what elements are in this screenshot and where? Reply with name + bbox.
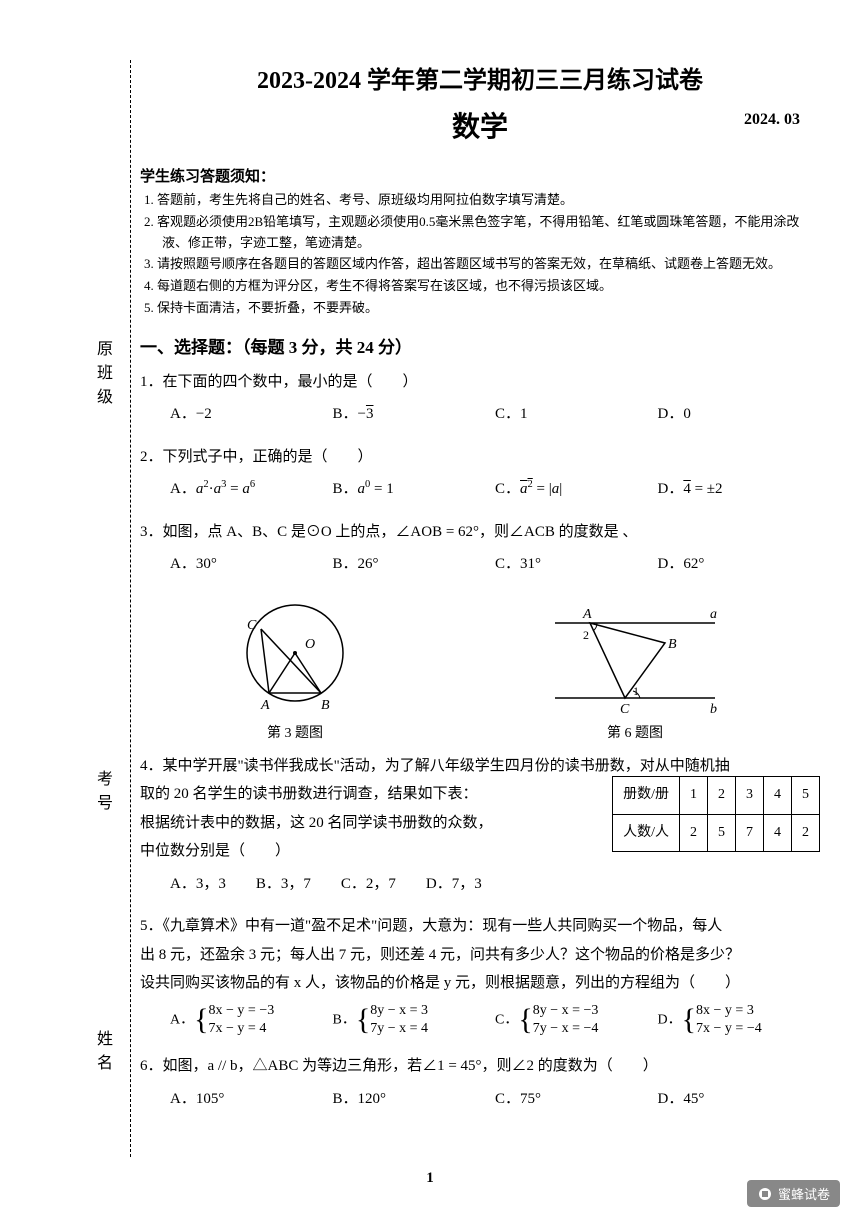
figure-caption: 第 3 题图 — [225, 722, 365, 742]
table-header: 册数/册 — [613, 777, 680, 815]
option-d: D．{8x − y = 37x − y = −4 — [658, 1002, 821, 1038]
section-header: 一、选择题：（每题 3 分，共 24 分） — [140, 333, 820, 358]
option-b: B．{8y − x = 37y − x = 4 — [333, 1002, 496, 1038]
binding-line — [130, 60, 131, 1157]
option-b: B．120° — [333, 1085, 496, 1114]
option-c: C．a2 = |a| — [495, 475, 658, 504]
question-text: 1．在下面的四个数中，最小的是（ ） — [140, 368, 820, 397]
subject-title: 数学 — [452, 105, 508, 145]
table-cell: 2 — [680, 814, 708, 852]
table-cell: 3 — [736, 777, 764, 815]
instructions-header: 学生练习答题须知： — [140, 165, 820, 186]
question-text: 6．如图，a // b，△ABC 为等边三角形，若∠1 = 45°，则∠2 的度… — [140, 1052, 820, 1081]
instruction-item: 1. 答题前，考生先将自己的姓名、考号、原班级均用阿拉伯数字填写清楚。 — [162, 190, 820, 211]
option-d: D．7，3 — [426, 870, 482, 899]
question-text-line: 4．某中学开展"读书伴我成长"活动，为了解八年级学生四月份的读书册数，对从中随机… — [140, 752, 820, 781]
svg-text:B: B — [668, 637, 677, 652]
question-2: 2．下列式子中，正确的是（ ） A．a2·a3 = a6 B．a0 = 1 C．… — [140, 443, 820, 504]
table-header: 人数/人 — [613, 814, 680, 852]
question-4: 4．某中学开展"读书伴我成长"活动，为了解八年级学生四月份的读书册数，对从中随机… — [140, 752, 820, 899]
svg-text:2: 2 — [583, 628, 589, 642]
option-c: C．2，7 — [341, 870, 396, 899]
table-cell: 4 — [764, 777, 792, 815]
option-b: B．26° — [333, 550, 496, 579]
svg-text:b: b — [710, 702, 717, 713]
figure-q6-triangle: A a 2 B C b 1 — [535, 603, 735, 713]
option-a: A．105° — [170, 1085, 333, 1114]
table-cell: 5 — [708, 814, 736, 852]
figure-q3-circle: O C A B — [225, 593, 365, 713]
side-label-name: 姓名 — [90, 1030, 114, 1078]
option-b: B．3，7 — [256, 870, 311, 899]
question-text-line: 5．《九章算术》中有一道"盈不足术"问题，大意为：现有一些人共同购买一个物品，每… — [140, 912, 820, 941]
instruction-item: 4. 每道题右侧的方框为评分区，考生不得将答案写在该区域，也不得污损该区域。 — [162, 276, 820, 297]
option-a: A．3，3 — [170, 870, 226, 899]
table-cell: 7 — [736, 814, 764, 852]
svg-text:C: C — [247, 618, 257, 633]
table-cell: 2 — [792, 814, 820, 852]
table-cell: 2 — [708, 777, 736, 815]
svg-text:O: O — [305, 637, 315, 652]
option-a: A．−2 — [170, 400, 333, 429]
option-a: A．30° — [170, 550, 333, 579]
option-d: D．45° — [658, 1085, 821, 1114]
figures-row: O C A B 第 3 题图 A a 2 B C b 1 第 6 题图 — [140, 593, 820, 742]
exam-date: 2024. 03 — [744, 111, 800, 129]
table-cell: 4 — [764, 814, 792, 852]
bee-icon — [757, 1186, 773, 1202]
svg-text:C: C — [620, 702, 630, 713]
question-6: 6．如图，a // b，△ABC 为等边三角形，若∠1 = 45°，则∠2 的度… — [140, 1052, 820, 1113]
question-text-line: 设共同购买该物品的有 x 人，该物品的价格是 y 元，则根据题意，列出的方程组为… — [140, 969, 820, 998]
option-c: C．{8y − x = −37y − x = −4 — [495, 1002, 658, 1038]
watermark-badge: 蜜蜂试卷 — [747, 1180, 840, 1207]
instruction-item: 3. 请按照题号顺序在各题目的答题区域内作答，超出答题区域书写的答案无效，在草稿… — [162, 254, 820, 275]
option-b: B．−3 — [333, 400, 496, 429]
data-table: 册数/册 1 2 3 4 5 人数/人 2 5 7 4 2 — [612, 776, 820, 852]
option-d: D．62° — [658, 550, 821, 579]
question-text-line: 出 8 元，还盈余 3 元；每人出 7 元，则还差 4 元，问共有多少人？这个物… — [140, 941, 820, 970]
instruction-item: 2. 客观题必须使用2B铅笔填写，主观题必须使用0.5毫米黑色签字笔，不得用铅笔… — [162, 212, 820, 254]
svg-text:A: A — [260, 698, 270, 713]
svg-text:A: A — [582, 607, 592, 622]
table-cell: 1 — [680, 777, 708, 815]
page-title: 2023-2024 学年第二学期初三三月练习试卷 — [140, 60, 820, 95]
instructions-list: 1. 答题前，考生先将自己的姓名、考号、原班级均用阿拉伯数字填写清楚。 2. 客… — [140, 190, 820, 319]
question-text: 3．如图，点 A、B、C 是⊙O 上的点，∠AOB = 62°，则∠ACB 的度… — [140, 518, 820, 547]
option-a: A．a2·a3 = a6 — [170, 475, 333, 504]
option-b: B．a0 = 1 — [333, 475, 496, 504]
watermark-text: 蜜蜂试卷 — [778, 1184, 830, 1203]
option-c: C．31° — [495, 550, 658, 579]
option-d: D．0 — [658, 400, 821, 429]
svg-text:B: B — [321, 698, 330, 713]
question-5: 5．《九章算术》中有一道"盈不足术"问题，大意为：现有一些人共同购买一个物品，每… — [140, 912, 820, 1038]
option-d: D．4 = ±2 — [658, 475, 821, 504]
table-cell: 5 — [792, 777, 820, 815]
question-3: 3．如图，点 A、B、C 是⊙O 上的点，∠AOB = 62°，则∠ACB 的度… — [140, 518, 820, 579]
question-1: 1．在下面的四个数中，最小的是（ ） A．−2 B．−3 C．1 D．0 — [140, 368, 820, 429]
instruction-item: 5. 保持卡面清洁，不要折叠，不要弄破。 — [162, 298, 820, 319]
option-a: A．{8x − y = −37x − y = 4 — [170, 1002, 333, 1038]
page-number: 1 — [0, 1170, 860, 1187]
side-label-examno: 考号 — [90, 770, 114, 818]
side-label-class: 原班级 — [90, 340, 114, 412]
option-c: C．75° — [495, 1085, 658, 1114]
figure-caption: 第 6 题图 — [535, 722, 735, 742]
option-c: C．1 — [495, 400, 658, 429]
question-text: 2．下列式子中，正确的是（ ） — [140, 443, 820, 472]
svg-text:a: a — [710, 607, 717, 622]
